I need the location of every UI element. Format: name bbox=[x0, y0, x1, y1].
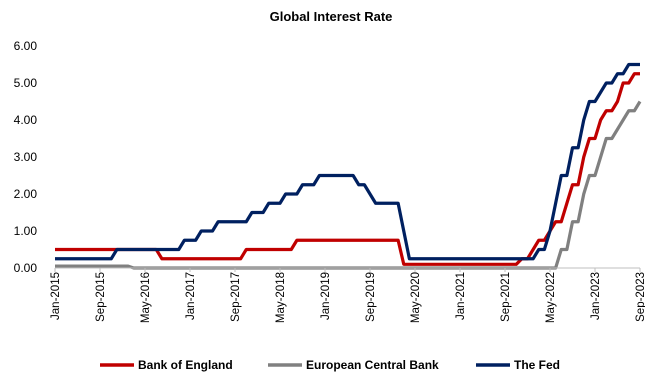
x-axis: Jan-2015 Sep-2015 May-2016 Jan-2017 Sep-2017… bbox=[50, 268, 645, 323]
y-axis: 0.00 1.00 2.00 3.00 4.00 5.00 6.00 bbox=[14, 39, 38, 275]
y-tick-label: 4.00 bbox=[14, 113, 38, 127]
x-tick-label: Sep-2015 bbox=[95, 272, 107, 322]
x-tick-label: Sep-2023 bbox=[635, 272, 645, 322]
x-tick-label: May-2020 bbox=[410, 272, 422, 323]
x-tick-label: Sep-2021 bbox=[500, 272, 512, 322]
y-tick-label: 3.00 bbox=[14, 150, 38, 164]
chart-title: Global Interest Rate bbox=[270, 9, 393, 24]
plot-area bbox=[55, 62, 642, 270]
legend-label: Bank of England bbox=[138, 358, 233, 372]
y-tick-label: 6.00 bbox=[14, 39, 38, 53]
series-line-bank-of-england bbox=[55, 72, 640, 266]
x-tick-label: Jan-2021 bbox=[455, 272, 467, 320]
x-tick-label: May-2018 bbox=[275, 272, 287, 323]
y-tick-label: 2.00 bbox=[14, 187, 38, 201]
legend-label: European Central Bank bbox=[306, 358, 439, 372]
x-tick-label: Sep-2017 bbox=[230, 272, 242, 322]
legend-label: The Fed bbox=[514, 358, 560, 372]
x-tick-label: Jan-2023 bbox=[590, 272, 602, 320]
x-tick-label: Jan-2015 bbox=[50, 272, 62, 320]
x-tick-label: May-2016 bbox=[140, 272, 152, 323]
x-tick-label: Jan-2017 bbox=[185, 272, 197, 320]
x-tick-label: Sep-2019 bbox=[365, 272, 377, 322]
series-line-the-fed bbox=[55, 62, 640, 261]
series-line-european-central-bank bbox=[55, 100, 642, 270]
x-tick-label: May-2022 bbox=[545, 272, 557, 323]
y-tick-label: 1.00 bbox=[14, 224, 38, 238]
y-tick-label: 0.00 bbox=[14, 261, 38, 275]
x-tick-label: Jan-2019 bbox=[320, 272, 332, 320]
legend: Bank of England European Central Bank The … bbox=[100, 358, 560, 372]
y-tick-label: 5.00 bbox=[14, 76, 38, 90]
